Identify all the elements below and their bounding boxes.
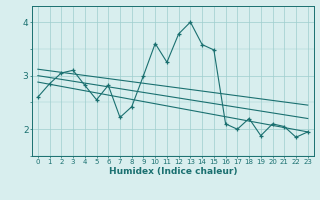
X-axis label: Humidex (Indice chaleur): Humidex (Indice chaleur) (108, 167, 237, 176)
